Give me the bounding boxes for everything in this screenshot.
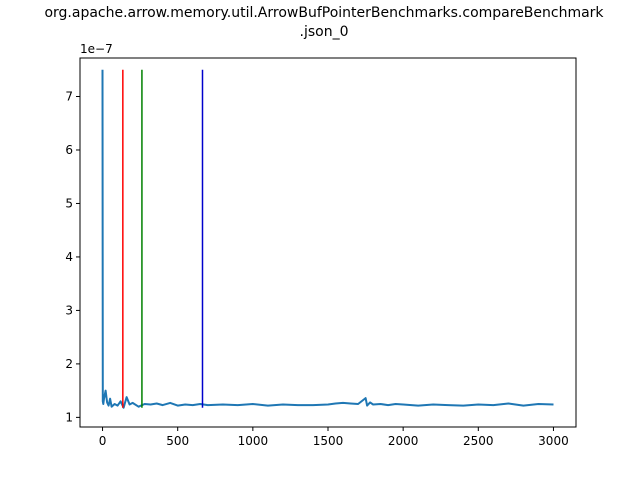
x-tick-label: 2500 xyxy=(463,434,494,448)
x-tick-label: 0 xyxy=(99,434,107,448)
x-tick-label: 1000 xyxy=(238,434,269,448)
x-tick-label: 500 xyxy=(166,434,189,448)
x-tick-label: 2000 xyxy=(388,434,419,448)
y-multiplier-label: 1e−7 xyxy=(80,42,113,56)
y-tick-label: 7 xyxy=(65,90,73,104)
plot-marks xyxy=(101,69,554,409)
y-axis: 1 2 3 4 5 6 7 xyxy=(65,90,80,424)
y-tick-label: 3 xyxy=(65,303,73,317)
chart-title-line1: org.apache.arrow.memory.util.ArrowBufPoi… xyxy=(44,5,604,21)
plot-area xyxy=(80,58,576,427)
y-tick-label: 5 xyxy=(65,196,73,210)
y-tick-label: 4 xyxy=(65,250,73,264)
chart-title-line2: .json_0 xyxy=(300,24,349,40)
x-tick-label: 3000 xyxy=(538,434,569,448)
y-tick-label: 2 xyxy=(65,357,73,371)
y-tick-label: 1 xyxy=(65,410,73,424)
y-tick-label: 6 xyxy=(65,143,73,157)
x-axis: 0 500 1000 1500 2000 2500 3000 xyxy=(99,427,569,448)
series-line-0 xyxy=(101,69,554,409)
x-tick-label: 1500 xyxy=(313,434,344,448)
